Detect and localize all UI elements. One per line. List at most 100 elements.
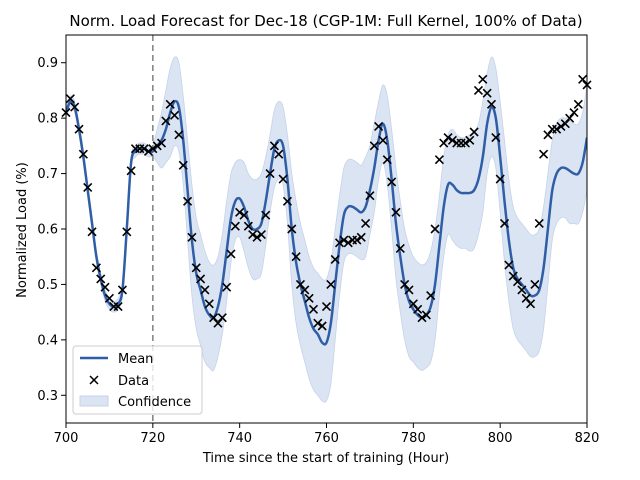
data-point xyxy=(508,271,518,281)
y-tick-label: 0.7 xyxy=(37,167,58,182)
data-point xyxy=(317,321,327,331)
data-point xyxy=(148,144,158,154)
legend-data-label: Data xyxy=(118,374,149,389)
data-point xyxy=(321,302,332,312)
data-point xyxy=(204,299,214,309)
data-point xyxy=(374,121,384,132)
data-point xyxy=(174,130,184,140)
data-point xyxy=(183,196,193,206)
data-point xyxy=(495,174,505,184)
data-point xyxy=(278,174,288,184)
data-point xyxy=(274,149,284,159)
data-point xyxy=(78,149,88,159)
data-point xyxy=(404,285,414,295)
data-point xyxy=(291,252,301,262)
data-point xyxy=(200,285,210,295)
data-point xyxy=(482,88,492,98)
mean-line xyxy=(66,99,587,346)
x-tick-label: 820 xyxy=(575,431,600,446)
data-point xyxy=(391,207,401,217)
data-point xyxy=(191,263,201,273)
data-point xyxy=(217,313,227,323)
data-point xyxy=(573,99,583,109)
data-point xyxy=(83,182,93,192)
data-point xyxy=(226,249,236,259)
data-point xyxy=(169,110,180,120)
data-point xyxy=(430,224,440,234)
data-point xyxy=(512,277,523,287)
data-point xyxy=(165,99,175,109)
legend-data-marker xyxy=(89,375,99,385)
data-point xyxy=(395,243,405,253)
data-point xyxy=(222,282,232,292)
data-point xyxy=(304,293,314,303)
data-point xyxy=(126,166,136,176)
data-point xyxy=(534,218,544,229)
data-point xyxy=(235,207,245,217)
data-point xyxy=(521,293,531,303)
data-point xyxy=(413,304,423,314)
x-tick-label: 800 xyxy=(488,431,513,446)
data-point xyxy=(556,121,566,132)
y-tick-label: 0.3 xyxy=(37,389,58,404)
data-point xyxy=(352,235,362,245)
data-point xyxy=(74,124,84,134)
data-point xyxy=(517,285,527,295)
data-point xyxy=(560,119,570,129)
x-tick-label: 780 xyxy=(401,431,426,446)
data-point xyxy=(469,127,479,137)
data-point xyxy=(473,85,484,95)
legend-confidence-label: Confidence xyxy=(118,395,191,410)
data-point xyxy=(209,313,219,323)
data-point xyxy=(269,141,279,151)
data-point xyxy=(443,132,453,143)
data-point xyxy=(265,169,275,179)
chart-title: Norm. Load Forecast for Dec-18 (CGP-1M: … xyxy=(69,12,582,30)
data-point xyxy=(465,135,475,145)
y-tick-label: 0.4 xyxy=(37,333,58,348)
data-point xyxy=(326,279,336,289)
data-point xyxy=(539,149,549,159)
data-point xyxy=(478,74,488,84)
data-point xyxy=(334,238,345,248)
data-point xyxy=(252,232,262,242)
data-point xyxy=(178,160,188,170)
data-point xyxy=(504,260,514,270)
legend-confidence-swatch xyxy=(79,395,109,407)
data-point xyxy=(239,210,249,220)
x-tick-label: 720 xyxy=(140,431,165,446)
data-point xyxy=(248,229,258,240)
data-point xyxy=(65,94,75,104)
data-point xyxy=(230,221,240,231)
data-point xyxy=(569,108,579,118)
legend-mean-label: Mean xyxy=(118,352,153,367)
data-point xyxy=(139,144,149,154)
data-point xyxy=(530,279,540,289)
data-point xyxy=(369,141,379,151)
data-point xyxy=(486,99,497,109)
data-point xyxy=(499,218,510,229)
data-point xyxy=(343,238,353,248)
data-point xyxy=(91,263,101,273)
data-point xyxy=(156,138,167,148)
data-point xyxy=(330,254,340,265)
data-point xyxy=(300,285,310,295)
x-axis-label: Time since the start of training (Hour) xyxy=(202,451,449,466)
data-point xyxy=(143,146,154,156)
data-point xyxy=(152,141,162,151)
y-tick-label: 0.9 xyxy=(37,56,58,71)
data-point xyxy=(387,177,397,187)
data-point xyxy=(382,155,392,165)
legend: Mean Data Confidence xyxy=(72,345,203,415)
data-point xyxy=(361,218,371,229)
data-point xyxy=(578,74,588,84)
data-point xyxy=(196,274,206,284)
data-point xyxy=(70,102,80,112)
x-tick-label: 760 xyxy=(314,431,339,446)
data-point xyxy=(417,313,427,323)
data-point xyxy=(256,229,266,240)
data-point xyxy=(565,113,575,123)
data-point xyxy=(287,224,297,234)
data-point xyxy=(113,302,123,312)
data-point xyxy=(426,290,436,301)
